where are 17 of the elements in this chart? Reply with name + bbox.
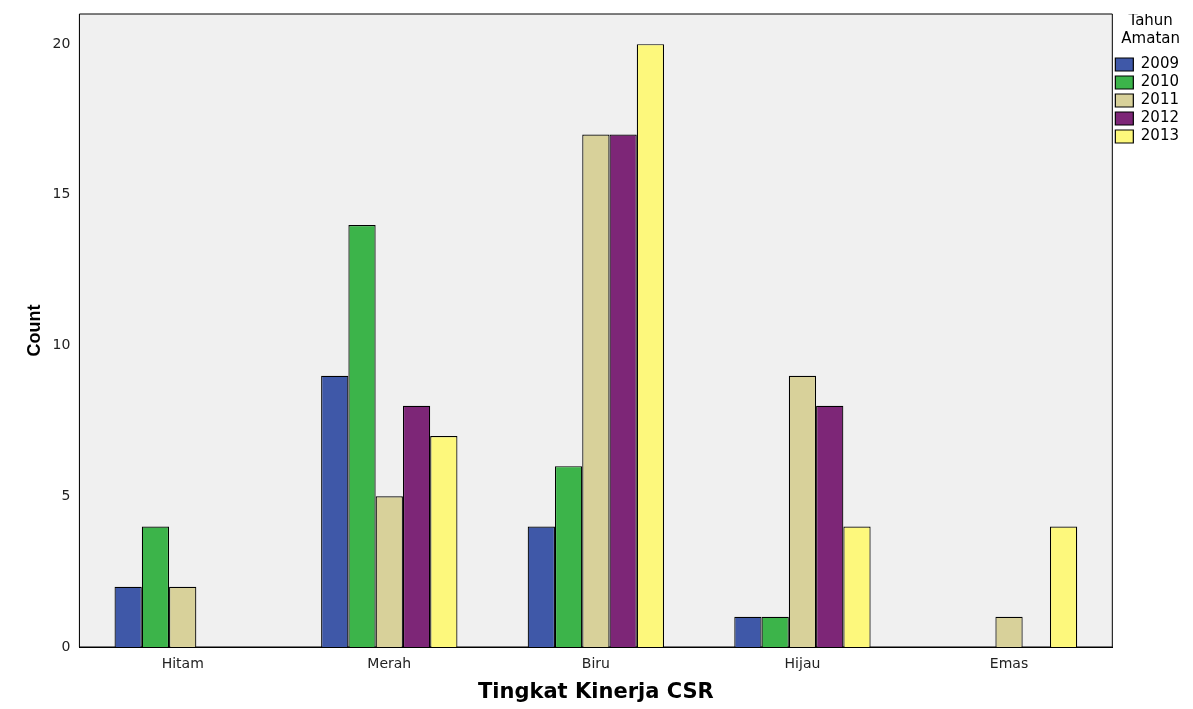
x-tick-label: Merah <box>367 655 412 672</box>
legend-label: 2010 <box>1140 72 1180 91</box>
y-tick-label: 20 <box>52 34 71 51</box>
legend-label: 2013 <box>1140 126 1180 145</box>
x-tick-label: Hitam <box>161 655 204 672</box>
y-tick-label: 0 <box>61 637 71 654</box>
x-axis-title: Tingkat Kinerja CSR <box>477 678 714 703</box>
legend-label: 2009 <box>1140 54 1180 73</box>
y-axis-title: Count <box>23 304 44 357</box>
y-tick-label: 5 <box>61 486 71 503</box>
x-tick-label: Biru <box>581 655 610 672</box>
x-tick-label: Hijau <box>784 655 821 672</box>
legend-label: 2012 <box>1140 108 1180 127</box>
y-tick-label: 10 <box>52 336 71 353</box>
legend-label: 2011 <box>1140 90 1180 109</box>
x-tick-label: Emas <box>989 655 1029 672</box>
y-tick-label: 15 <box>52 185 71 202</box>
